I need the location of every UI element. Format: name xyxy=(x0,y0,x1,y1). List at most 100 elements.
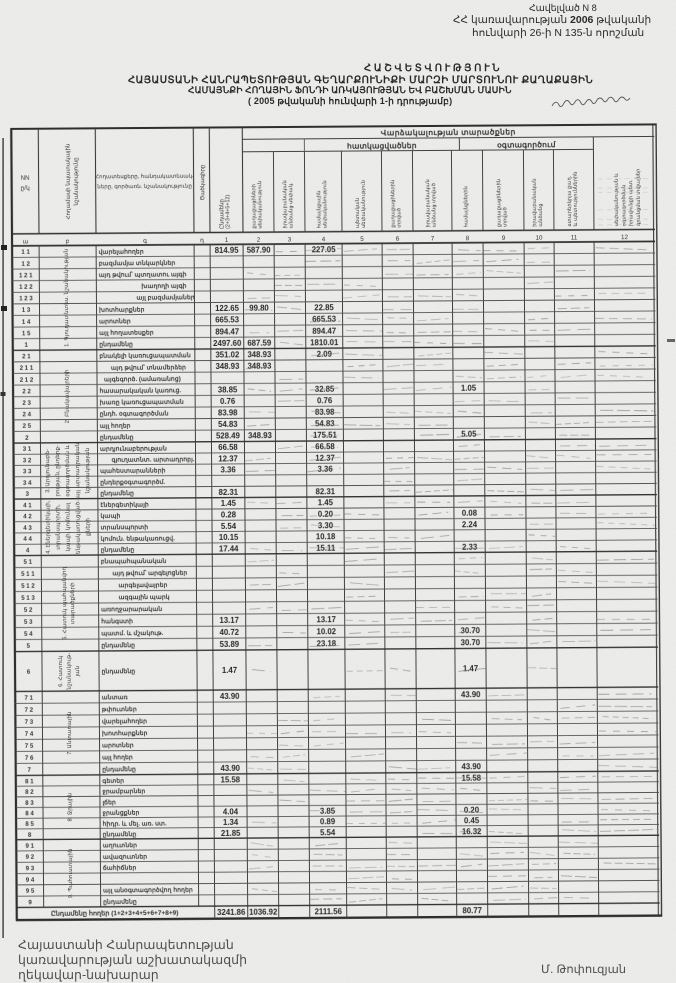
svg-text:17.44: 17.44 xyxy=(219,544,239,553)
svg-text:5.54: 5.54 xyxy=(221,522,237,531)
svg-text:82.31: 82.31 xyxy=(219,488,239,497)
svg-text:2 1: 2 1 xyxy=(22,353,31,360)
svg-text:Ընդամենը հողեր (1+2+3+4+5+6+7+: Ընդամենը հողեր (1+2+3+4+5+6+7+8+9) xyxy=(51,908,179,918)
svg-text:2 2: 2 2 xyxy=(22,388,31,395)
svg-text:80.77: 80.77 xyxy=(462,906,482,915)
svg-text:3.36: 3.36 xyxy=(318,465,334,474)
svg-text:Վարձակալության տարածքներ: Վարձակալության տարածքներ xyxy=(381,127,516,137)
svg-text:այդ թվում՝ տնամերձեր: այդ թվում՝ տնամերձեր xyxy=(111,363,186,372)
svg-text:7 1: 7 1 xyxy=(24,695,33,702)
svg-text:2: 2 xyxy=(257,237,261,244)
svg-text:10.02: 10.02 xyxy=(316,627,336,636)
svg-text:5 2: 5 2 xyxy=(24,607,33,614)
svg-text:այլ հողեր: այլ հողեր xyxy=(100,421,131,429)
svg-text:սեփականության և: սեփականության և xyxy=(614,172,620,226)
svg-text:10.15: 10.15 xyxy=(219,533,239,542)
svg-text:քաղաքացիների: քաղաքացիների xyxy=(251,184,257,229)
svg-text:7 5: 7 5 xyxy=(25,743,34,750)
svg-text:2.24: 2.24 xyxy=(462,520,478,529)
svg-text:82.31: 82.31 xyxy=(316,487,336,496)
svg-text:894.47: 894.47 xyxy=(215,327,239,336)
svg-text:894.47: 894.47 xyxy=(312,326,336,335)
svg-text:գ: գ xyxy=(143,237,147,244)
svg-text:1.45: 1.45 xyxy=(318,498,334,507)
svg-text:(2+3+4+5+12): (2+3+4+5+12) xyxy=(225,194,231,228)
svg-text:հասարակական կառուց.: հասարակական կառուց. xyxy=(100,386,182,395)
svg-text:0.20: 0.20 xyxy=(318,510,334,519)
svg-text:0.28: 0.28 xyxy=(221,510,237,519)
svg-text:օտարերկրյա քաղ.: օտարերկրյա քաղ. xyxy=(566,176,572,227)
svg-text:30.70: 30.70 xyxy=(461,638,481,647)
svg-text:43.90: 43.90 xyxy=(220,764,240,773)
svg-text:Ծածկագիրը: Ծածկագիրը xyxy=(200,165,206,201)
svg-text:հիդր. և մել. առ. ստ.: հիդր. և մել. առ. ստ. xyxy=(103,819,167,827)
svg-text:նշանակության: նշանակության xyxy=(84,447,91,494)
svg-text:10.18: 10.18 xyxy=(316,532,336,541)
svg-text:8 1: 8 1 xyxy=(25,778,34,785)
svg-text:21.85: 21.85 xyxy=(221,829,241,838)
svg-text:արոտներ: արոտներ xyxy=(99,318,131,325)
svg-text:1.05: 1.05 xyxy=(461,383,477,392)
svg-text:2: 2 xyxy=(25,435,29,442)
svg-text:ենթակառուցված-: ենթակառուցված- xyxy=(74,500,81,554)
svg-text:այդ թվում՝ պտղատու այգի: այդ թվում՝ պտղատու այգի xyxy=(99,270,187,279)
svg-text:ընդամենը: ընդամենը xyxy=(103,831,137,838)
svg-text:անձանց սեփակ.: անձանց սեփակ. xyxy=(288,182,294,228)
svg-text:4 2: 4 2 xyxy=(23,513,32,520)
svg-text:11: 11 xyxy=(571,234,578,241)
svg-text:0.89: 0.89 xyxy=(320,817,336,826)
svg-text:2111.56: 2111.56 xyxy=(315,907,343,916)
svg-text:նշանակությունը: նշանակությունը xyxy=(72,157,79,207)
svg-text:13.17: 13.17 xyxy=(316,615,336,624)
svg-text:3.36: 3.36 xyxy=(221,465,237,474)
svg-text:122.65: 122.65 xyxy=(215,304,240,313)
svg-text:7: 7 xyxy=(28,767,32,774)
svg-text:քների: քների xyxy=(84,517,91,535)
svg-text:ճահիճներ: ճահիճներ xyxy=(103,864,137,872)
svg-text:2. Բնակավայրերի: 2. Բնակավայրերի xyxy=(63,369,70,423)
svg-text:9 3: 9 3 xyxy=(26,865,35,872)
svg-text:վարելահողեր: վարելահողեր xyxy=(99,247,144,255)
svg-text:սեփականություն: սեփականություն xyxy=(322,180,328,228)
svg-text:348.93: 348.93 xyxy=(247,350,272,359)
svg-text:անձանց տրված: անձանց տրված xyxy=(431,183,437,228)
svg-text:3: 3 xyxy=(26,491,30,498)
svg-text:պահեստարանների: պահեստարանների xyxy=(100,467,166,475)
svg-text:0.45: 0.45 xyxy=(464,816,480,825)
svg-text:պետական: պետական xyxy=(355,198,361,228)
svg-text:8. Ջրային: 8. Ջրային xyxy=(66,793,73,822)
svg-text:այդ թվում՝ արգելոցներ: այդ թվում՝ արգելոցներ xyxy=(112,569,187,578)
svg-text:իրավաբանական: իրավաբանական xyxy=(425,179,431,227)
svg-text:օգտագործման: օգտագործման xyxy=(621,185,627,227)
svg-text:12.37: 12.37 xyxy=(315,453,335,462)
svg-text:8 4: 8 4 xyxy=(25,810,34,817)
svg-text:արգելավայրեր: արգելավայրեր xyxy=(118,582,167,589)
svg-text:4. Էներգետիկայի,: 4. Էներգետիկայի, xyxy=(44,500,51,554)
svg-text:քաղաքացիներին: քաղաքացիներին xyxy=(496,179,502,227)
svg-text:խառը կառուցապատման: խառը կառուցապատման xyxy=(100,399,184,407)
svg-text:5.05: 5.05 xyxy=(461,430,477,439)
svg-text:1 2 3: 1 2 3 xyxy=(19,295,33,302)
svg-text:83.98: 83.98 xyxy=(218,408,238,417)
svg-text:22.85: 22.85 xyxy=(314,303,334,312)
svg-text:0.20: 0.20 xyxy=(464,806,480,815)
svg-text:8: 8 xyxy=(466,235,470,242)
svg-text:1.47: 1.47 xyxy=(222,666,237,675)
svg-text:0.08: 0.08 xyxy=(462,509,478,518)
svg-text:5 3: 5 3 xyxy=(24,619,33,626)
svg-text:5. Հատուկ պահպանվող: 5. Հատուկ պահպանվող xyxy=(61,566,69,639)
svg-text:բ: բ xyxy=(66,238,70,245)
svg-text:9: 9 xyxy=(28,899,32,906)
svg-text:1: 1 xyxy=(225,237,229,244)
svg-text:արդյունաբերության: արդյունաբերության xyxy=(100,445,167,452)
svg-text:0.76: 0.76 xyxy=(317,396,333,405)
svg-text:38.85: 38.85 xyxy=(218,385,238,394)
svg-text:սեփականություն: սեփականություն xyxy=(257,181,263,229)
svg-text:7 3: 7 3 xyxy=(25,719,34,726)
svg-text:40.72: 40.72 xyxy=(219,628,239,637)
svg-text:լճեր: լճեր xyxy=(102,799,116,806)
svg-text:ընդհ. օգտագործման: ընդհ. օգտագործման xyxy=(100,410,169,418)
svg-text:1 5: 1 5 xyxy=(22,330,31,337)
svg-text:5 1 2: 5 1 2 xyxy=(21,583,35,590)
svg-text:ընդերքօգտագործմ.: ընդերքօգտագործմ. xyxy=(100,479,165,486)
